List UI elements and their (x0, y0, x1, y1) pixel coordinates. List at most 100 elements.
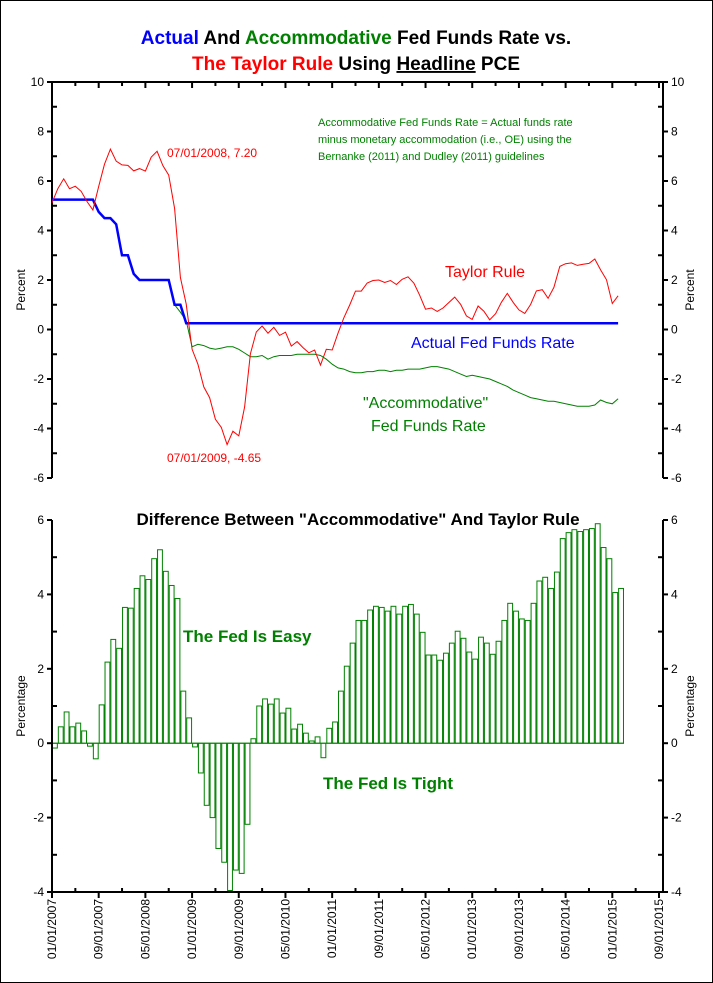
top-y-tick-label-left: 2 (37, 273, 44, 287)
top-y-tick-label-right: -2 (671, 372, 682, 386)
difference-bar (402, 605, 409, 744)
difference-bar (174, 597, 181, 744)
top-y-tick-label-left: 6 (37, 174, 44, 188)
bottom-y-tick-label-right: 2 (671, 662, 678, 676)
difference-bar (559, 538, 566, 744)
difference-bar (513, 610, 519, 744)
difference-bar (116, 647, 123, 744)
difference-bar (472, 658, 479, 744)
difference-bar (332, 721, 338, 744)
top-y-tick-label-right: 0 (671, 323, 678, 337)
difference-bar (524, 619, 531, 744)
difference-bar (437, 659, 444, 744)
difference-bar (151, 558, 158, 744)
difference-bar (139, 575, 146, 744)
difference-bar (250, 738, 257, 744)
top-y-tick-label-right: -4 (671, 422, 682, 436)
taylor-rule-label: Taylor Rule (445, 264, 525, 281)
difference-bar (349, 642, 356, 744)
title-taylor-rule: The Taylor Rule (192, 54, 333, 75)
difference-bar (209, 742, 216, 819)
note-line-3: Bernanke (2011) and Dudley (2011) guidel… (318, 151, 545, 163)
difference-bar (536, 580, 543, 744)
difference-bar (180, 690, 187, 744)
difference-bar (530, 602, 537, 744)
difference-bar (408, 603, 414, 744)
difference-bar (553, 571, 560, 744)
difference-bar (145, 579, 152, 744)
difference-bar (221, 742, 228, 863)
x-tick-label: 09/01/2015 (652, 899, 666, 959)
difference-bar (215, 742, 222, 849)
title-rest: Fed Funds Rate vs. (392, 28, 571, 49)
difference-bar (227, 742, 233, 892)
x-tick-label: 01/01/2015 (605, 899, 619, 959)
trough-annotation: 07/01/2009, -4.65 (167, 451, 261, 465)
note-line-1: Accommodative Fed Funds Rate = Actual fu… (318, 117, 573, 129)
difference-bar (337, 690, 344, 744)
top-y-tick-label-right: 8 (671, 125, 678, 139)
bottom-y-tick-label-left: -2 (33, 811, 44, 825)
bottom-y-label-left: Percentage (14, 675, 28, 737)
difference-bar (192, 742, 198, 748)
difference-bar (197, 742, 204, 774)
difference-bar (343, 665, 350, 744)
difference-bar (612, 592, 619, 744)
difference-bar (326, 727, 333, 744)
x-tick-label: 01/01/2011 (325, 899, 339, 958)
difference-bar (279, 712, 286, 744)
difference-bar (297, 723, 303, 744)
actual-fed-funds-line (52, 198, 619, 325)
x-tick-label: 05/01/2008 (138, 899, 152, 959)
difference-bar (122, 606, 128, 744)
difference-bar (542, 576, 549, 744)
fed-easy-label: The Fed Is Easy (183, 627, 312, 646)
top-y-tick-label-right: 6 (671, 174, 678, 188)
x-tick-label: 01/01/2009 (185, 899, 199, 959)
difference-bar (466, 651, 473, 744)
title-using: Using (333, 54, 396, 75)
x-tick-label: 05/01/2014 (559, 899, 573, 959)
difference-bar (273, 698, 280, 744)
difference-bar (548, 587, 554, 744)
top-y-tick-label-left: -4 (33, 422, 44, 436)
difference-bar (104, 661, 111, 744)
difference-bar (92, 742, 99, 760)
difference-bar (133, 587, 140, 744)
difference-bar (75, 722, 82, 744)
difference-bar (478, 636, 484, 744)
difference-bar (571, 529, 578, 744)
bottom-y-tick-label-left: 4 (37, 587, 44, 601)
difference-bar (507, 602, 514, 744)
difference-bar (577, 531, 584, 744)
difference-bar (267, 703, 274, 744)
top-y-label-right: Percent (683, 269, 697, 311)
difference-bar (600, 547, 607, 744)
bottom-y-tick-label-left: 2 (37, 662, 44, 676)
peak-annotation: 07/01/2008, 7.20 (167, 146, 257, 160)
difference-bar (483, 642, 490, 744)
difference-bar (594, 523, 601, 744)
difference-bar (565, 532, 572, 744)
bottom-y-tick-label-right: 4 (671, 587, 678, 601)
difference-bar (81, 730, 88, 744)
difference-bar (361, 619, 368, 744)
top-y-tick-label-left: -2 (33, 372, 44, 386)
difference-bar (320, 742, 327, 759)
chart-title-line1: Actual And Accommodative Fed Funds Rate … (141, 28, 571, 49)
difference-bar (63, 711, 70, 744)
top-y-tick-label-left: 4 (37, 224, 44, 238)
difference-bar (186, 717, 193, 744)
difference-bar (454, 630, 461, 744)
difference-bar (302, 732, 309, 744)
x-tick-label: 09/01/2011 (372, 899, 386, 958)
difference-bar (98, 704, 105, 744)
note-line-2: minus monetary accommodation (i.e., OE) … (318, 134, 572, 146)
x-tick-label: 05/01/2012 (419, 899, 433, 959)
difference-bar (495, 640, 502, 744)
difference-bar (367, 609, 374, 744)
difference-bar (203, 742, 210, 806)
difference-bar (314, 736, 321, 744)
